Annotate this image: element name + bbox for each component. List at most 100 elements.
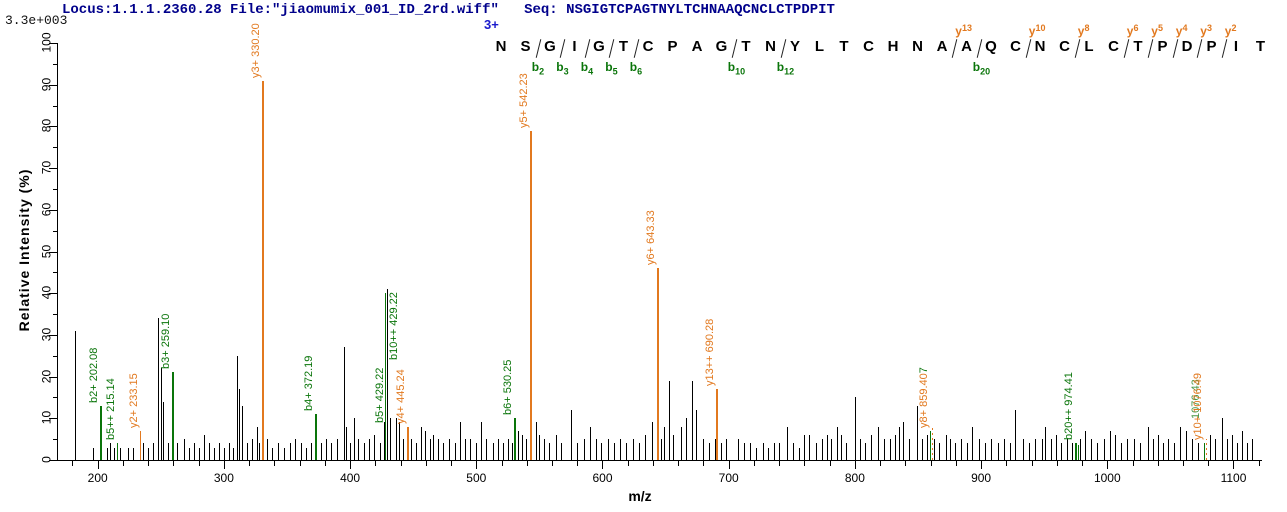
x-tick [981,461,983,469]
y-ion-label: y4 [1175,23,1188,38]
residue: N [912,38,923,55]
peak [1147,426,1149,460]
peak [218,443,220,460]
peak [172,372,174,460]
x-tick [476,461,478,469]
y-tick [49,84,57,86]
peak [433,434,435,460]
residue: Q [985,38,997,55]
peak [1022,439,1024,460]
residue: I [572,38,577,55]
peak [198,447,200,460]
peak [246,443,248,460]
x-tick [299,461,301,466]
x-tick [1031,461,1033,466]
x-tick [274,461,276,466]
peak [620,439,622,460]
peak [703,439,705,460]
peak [695,409,697,460]
y-ion-label: y6 [1126,23,1139,38]
y-ion-label: y5 [1151,23,1163,38]
peak [864,443,866,460]
peak-label: y8+ 859.407 [917,366,930,428]
residue: T [1133,38,1143,55]
peak [236,355,238,460]
x-tick [753,461,755,466]
spectrum-plot[interactable]: b2+ 202.08 b5++ 215.14 y2+ 233.15 b3+ 259.1… [57,23,1262,460]
y-ion-label: y2 [1224,23,1237,38]
peak [114,447,116,460]
x-tick-label: 800 [844,471,865,485]
peak [1071,443,1073,460]
peak-label: b10++ 429.22 [387,292,400,360]
x-tick [1208,461,1210,466]
locus-file-seq-header: Locus:1.1.1.2360.28 File:"jiaomumix_001_… [62,2,835,18]
peak [1109,430,1111,460]
y-tick-label: 50 [39,244,54,258]
peak [767,447,769,460]
x-tick [930,461,932,466]
residue: G [593,38,605,55]
peak [613,443,615,460]
peak [420,426,422,460]
residue: A [936,38,948,55]
peak [1121,443,1123,460]
x-tick [905,461,907,466]
x-tick [829,461,831,466]
peak [657,268,660,460]
peak [664,426,666,460]
y-tick [49,334,57,336]
peak [954,443,956,460]
peak [799,447,801,460]
b-ion-label: b5 [605,60,618,77]
peak [1174,443,1176,460]
x-tick [72,461,74,466]
peak [271,447,273,460]
peak [902,422,904,460]
peak [883,439,885,460]
peak [390,418,392,460]
x-tick [1006,461,1008,466]
x-tick-label: 600 [592,471,613,485]
residue: P [667,38,678,55]
peak [395,418,397,460]
peak [529,130,532,460]
x-tick [1132,461,1134,466]
peak [100,405,102,460]
b-ion-label: b10 [727,60,746,77]
peak [424,430,426,460]
peak [645,434,647,460]
peak [750,443,752,460]
peak [716,389,718,460]
peak [133,447,135,460]
peak [160,368,162,460]
peak [1191,439,1193,460]
peak [120,447,122,460]
peak [1127,439,1129,460]
peak [188,447,190,460]
peak [877,426,879,460]
x-tick [1056,461,1058,466]
residue: T [839,38,849,55]
peak [92,447,94,460]
peak [110,443,112,460]
peak [583,439,585,460]
peak [1227,439,1229,460]
peak [289,443,291,460]
residue: N [765,38,776,55]
peak-label: y6+ 643.33 [645,210,658,266]
peak [1045,426,1047,460]
peak [846,443,848,460]
peak [116,443,119,460]
peak [909,439,911,460]
peak [315,414,317,460]
y-tick-label: 70 [39,160,54,175]
y-tick-label: 10 [39,411,54,425]
peak [208,443,210,460]
residue: T [1255,38,1266,55]
x-tick [1258,461,1260,466]
peak [577,443,579,460]
peak [1242,430,1244,460]
residue: P [1206,38,1217,55]
peak [476,443,478,460]
